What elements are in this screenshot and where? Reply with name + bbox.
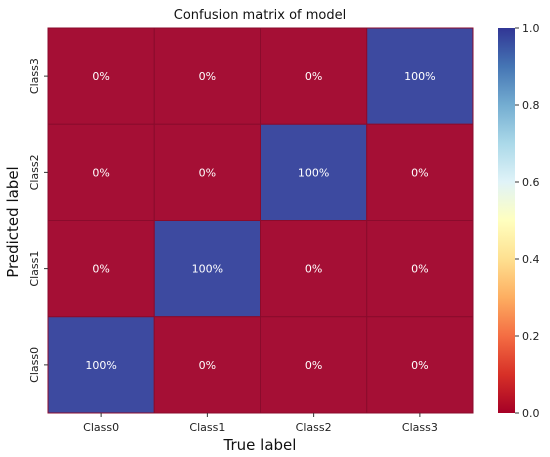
cell-value-label: 100% [404,70,435,83]
heatmap-cell [153,27,261,125]
y-axis-ticks: Class3 Class2 Class1 Class0 [28,58,48,383]
y-tick-label: Class1 [28,251,41,287]
cell-value-label: 0% [92,166,109,179]
x-tick-label: Class3 [402,421,438,434]
heatmap-cell [153,220,261,318]
colorbar-tick-label: 0.2 [522,330,540,343]
cell-value-label: 0% [305,263,322,276]
cell-value-label: 0% [411,359,428,372]
y-tick-label: Class3 [28,58,41,94]
colorbar-ticks: 0.0 0.2 0.4 0.6 0.8 1.0 [515,22,540,420]
y-tick-label: Class0 [28,347,41,383]
colorbar-tick-label: 0.8 [522,99,540,112]
cell-value-label: 100% [85,359,116,372]
colorbar-tick-label: 0.4 [522,253,540,266]
cell-value-label: 0% [305,70,322,83]
heatmap-cells [47,27,474,414]
cell-value-label: 0% [92,70,109,83]
colorbar-tick-label: 0.6 [522,176,540,189]
cell-value-label: 0% [411,263,428,276]
colorbar-tick-label: 1.0 [522,22,540,35]
heatmap-cell [153,123,261,221]
x-axis-ticks: Class0 Class1 Class2 Class3 [83,413,438,434]
cell-value-label: 0% [199,70,216,83]
x-axis-title: True label [223,436,297,454]
cell-value-label: 0% [199,359,216,372]
cell-value-label: 0% [92,263,109,276]
heatmap-cell [47,316,155,414]
y-axis-title: Predicted label [4,166,22,277]
cell-value-label: 0% [199,166,216,179]
heatmap-cell [47,123,155,221]
heatmap-cell [366,220,474,318]
heatmap-cell-labels: 0% 0% 0% 100% 0% 0% 100% 0% 0% 100% 0% 0% 100% 0% 0% 0% [85,70,435,372]
cell-value-label: 100% [298,166,329,179]
colorbar-gradient [498,28,515,413]
cell-value-label: 100% [192,263,223,276]
heatmap-cell [47,27,155,125]
colorbar [498,28,515,413]
cell-value-label: 0% [305,359,322,372]
heatmap-cell [366,316,474,414]
heatmap-cell [260,316,368,414]
chart-title: Confusion matrix of model [174,8,346,23]
x-tick-label: Class1 [189,421,225,434]
y-tick-label: Class2 [28,154,41,190]
heatmap-cell [260,27,368,125]
heatmap-cell [153,316,261,414]
heatmap-cell [366,123,474,221]
colorbar-tick-label: 0.0 [522,407,540,420]
x-tick-label: Class0 [83,421,119,434]
cell-value-label: 0% [411,166,428,179]
x-tick-label: Class2 [296,421,332,434]
heatmap-cell [366,27,474,125]
